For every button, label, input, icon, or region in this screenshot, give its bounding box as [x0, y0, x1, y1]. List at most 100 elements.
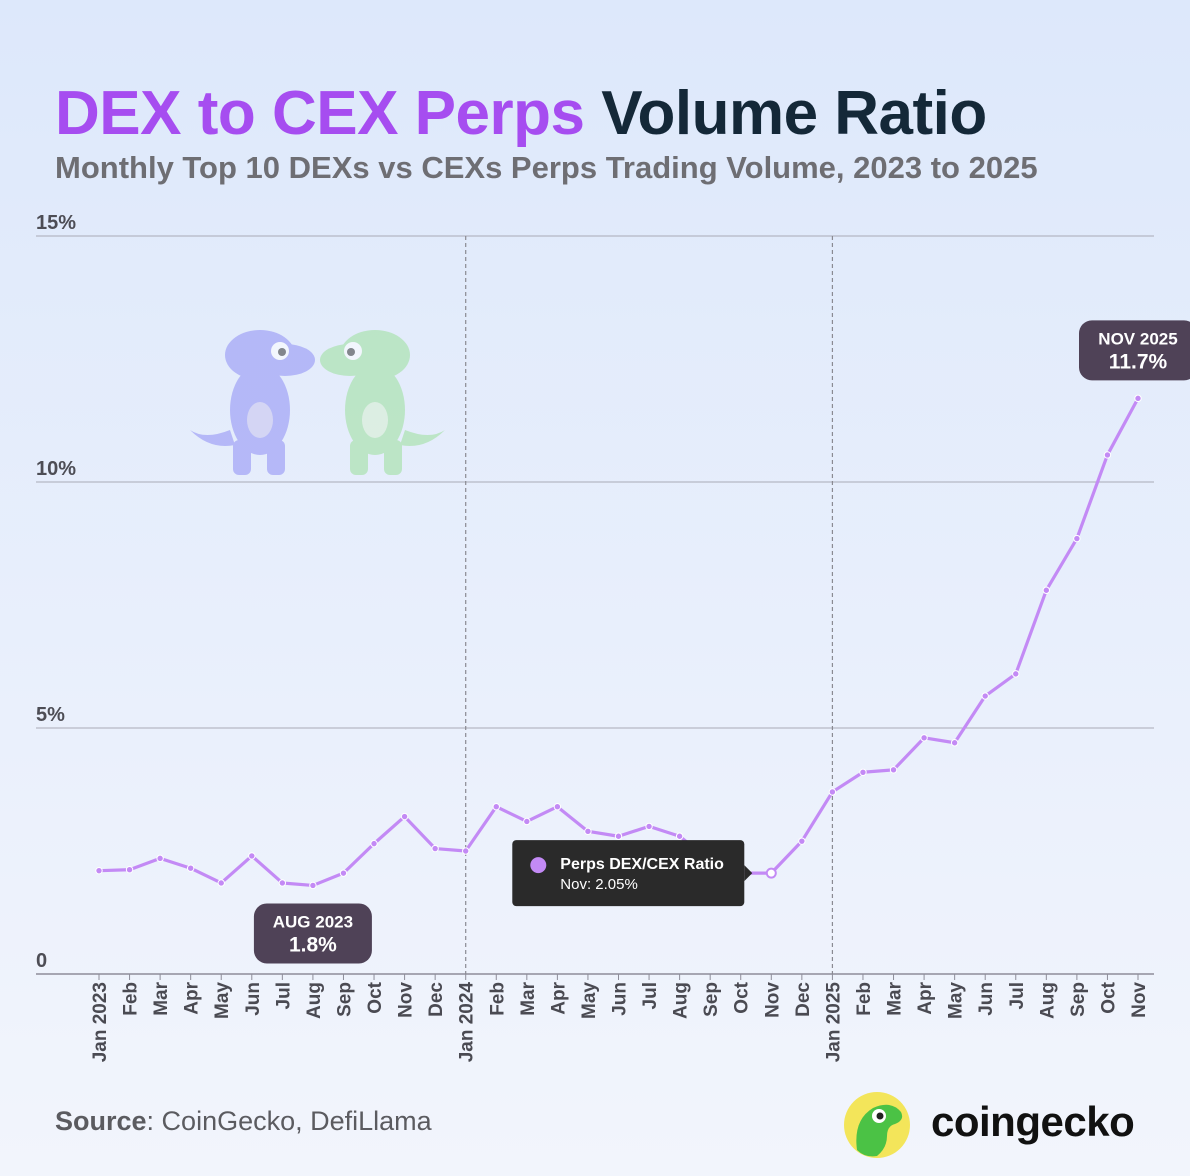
data-point: [1103, 451, 1112, 459]
x-tick-label: Dec: [793, 982, 814, 1017]
x-axis: Jan 2023 Feb Mar Apr May Jun Jul Aug Sep Oct Nov De…: [90, 974, 1150, 1062]
data-point: [125, 865, 134, 874]
x-tick-label: Jul: [640, 982, 661, 1009]
series-perps-ratio: [95, 394, 1142, 890]
data-point: [309, 881, 317, 890]
data-point: [645, 822, 653, 831]
data-point: [798, 837, 806, 845]
data-point: [553, 803, 562, 811]
x-tick-label: Jun: [243, 982, 264, 1016]
tooltip-pointer: [744, 865, 753, 882]
x-tick-label: Oct: [1098, 981, 1119, 1013]
tooltip-swatch: [530, 857, 547, 874]
source-text: : CoinGecko, DefiLlama: [146, 1106, 432, 1136]
x-tick-label: Sep: [334, 982, 355, 1017]
callout-title: NOV 2025: [1098, 329, 1177, 348]
x-tick-label: Dec: [426, 982, 447, 1017]
x-tick-label: Apr: [548, 981, 569, 1014]
data-point: [950, 739, 959, 747]
x-tick-label: Mar: [885, 981, 906, 1015]
x-tick-label: Feb: [487, 982, 508, 1016]
data-point: [889, 766, 898, 774]
x-tick-label: Jan 2023: [90, 982, 111, 1062]
x-tick-label: Jul: [273, 982, 294, 1009]
data-point: [462, 847, 470, 855]
x-tick-label: Aug: [671, 982, 692, 1019]
x-tick-label: Jan 2025: [823, 982, 844, 1063]
x-tick-label: Nov: [1129, 982, 1150, 1018]
title-rest: Volume Ratio: [601, 79, 987, 148]
y-axis: 0 5% 10% 15%: [36, 212, 76, 972]
y-tick-label: 10%: [36, 458, 76, 480]
x-tick-label: Apr: [915, 981, 936, 1014]
x-tick-label: Aug: [304, 982, 325, 1019]
data-point: [186, 864, 195, 872]
source-note: Source: CoinGecko, DefiLlama: [55, 1106, 432, 1137]
x-tick-label: Nov: [396, 982, 417, 1018]
x-tick-label: Oct: [365, 981, 386, 1013]
chart-subtitle: Monthly Top 10 DEXs vs CEXs Perps Tradin…: [55, 150, 1038, 185]
title-accent: DEX to CEX Perps: [55, 79, 585, 148]
x-tick-label: May: [212, 982, 233, 1019]
brand-name: coingecko: [931, 1098, 1135, 1145]
data-point: [156, 854, 164, 863]
tooltip-value: Nov: 2.05%: [560, 876, 638, 893]
callout-title: AUG 2023: [273, 912, 353, 931]
data-point: [584, 827, 592, 836]
hover-tooltip: Perps DEX/CEX Ratio Nov: 2.05%: [512, 840, 753, 907]
x-tick-label: Apr: [182, 981, 203, 1014]
data-point: [370, 839, 378, 848]
data-point: [1012, 670, 1020, 678]
x-tick-label: Jul: [1007, 982, 1028, 1009]
x-tick-label: May: [946, 982, 967, 1019]
x-tick-label: Feb: [854, 982, 875, 1016]
data-point: [765, 867, 777, 879]
chart-title: DEX to CEX Perps Volume Ratio: [55, 78, 987, 149]
x-tick-label: Jun: [976, 982, 997, 1016]
x-tick-label: Sep: [1068, 982, 1089, 1017]
source-label: Source: [55, 1106, 147, 1136]
y-tick-label: 5%: [36, 704, 65, 726]
series-line: [97, 396, 1140, 888]
data-point: [981, 692, 989, 700]
x-tick-label: Mar: [518, 981, 539, 1015]
coingecko-logo: coingecko: [843, 1090, 1163, 1160]
data-point: [248, 852, 256, 860]
tooltip-series-name: Perps DEX/CEX Ratio: [560, 856, 724, 873]
data-point: [431, 844, 439, 853]
callout-value: 1.8%: [289, 933, 337, 956]
callout-value: 11.7%: [1109, 350, 1168, 373]
y-tick-label: 15%: [36, 212, 76, 234]
data-point: [523, 817, 531, 826]
data-point: [1134, 394, 1142, 403]
data-point: [400, 812, 409, 821]
gecko-mascots-illustration: [190, 330, 445, 475]
data-point: [920, 734, 928, 742]
annotations: AUG 2023 1.8% NOV 2025 11.7%: [253, 320, 1190, 964]
x-tick-label: Oct: [732, 981, 753, 1013]
data-point: [217, 879, 225, 887]
grid-lines: [36, 235, 1154, 975]
data-point: [278, 879, 287, 887]
data-point: [339, 869, 348, 877]
data-point: [675, 832, 684, 840]
tooltip-box: [512, 840, 745, 907]
callout-box: [1079, 320, 1190, 381]
y-tick-label: 0: [36, 950, 47, 972]
x-tick-label: Feb: [121, 982, 142, 1016]
data-point: [1073, 534, 1081, 543]
data-point: [95, 866, 103, 875]
x-tick-label: Jan 2024: [457, 982, 478, 1063]
x-tick-label: Jun: [610, 982, 631, 1016]
data-point: [492, 803, 500, 811]
x-tick-label: Nov: [762, 982, 783, 1018]
callout-box: [253, 903, 372, 964]
data-point: [1042, 586, 1051, 594]
x-tick-label: Sep: [701, 982, 722, 1017]
data-point: [614, 832, 623, 840]
x-tick-label: Aug: [1037, 982, 1058, 1019]
x-tick-label: May: [579, 982, 600, 1019]
data-point: [859, 768, 867, 776]
x-tick-label: Mar: [151, 981, 172, 1015]
